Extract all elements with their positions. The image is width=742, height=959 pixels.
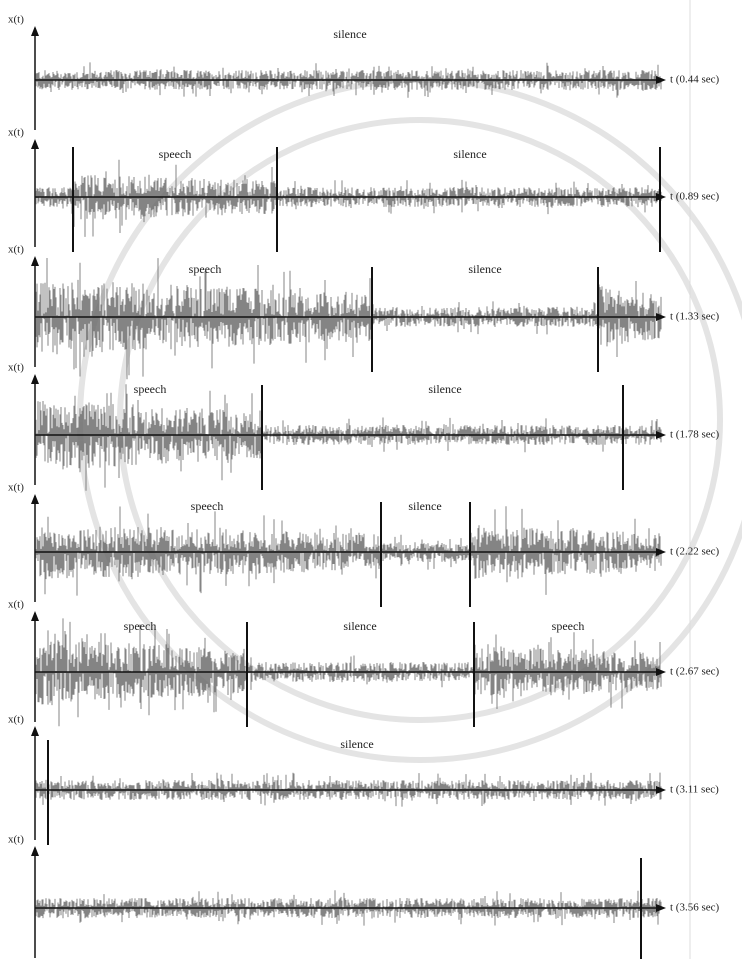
y-axis-label: x(t): [8, 127, 24, 139]
segment-label: silence: [333, 27, 366, 41]
waveform: [36, 384, 661, 491]
time-label: t (3.56 sec): [670, 902, 720, 914]
waveform-panel: x(t) t (2.67 sec) speech silence speech: [8, 599, 720, 727]
time-label: t (2.22 sec): [670, 546, 720, 558]
segment-label: silence: [453, 147, 486, 161]
segment-label: speech: [552, 619, 585, 633]
y-axis-label: x(t): [8, 714, 24, 726]
time-label: t (0.89 sec): [670, 191, 720, 203]
waveform-panel: x(t) t (0.89 sec) speech silence: [8, 127, 720, 252]
y-axis-label: x(t): [8, 482, 24, 494]
waveform: [36, 506, 661, 595]
segment-label: silence: [343, 619, 376, 633]
y-axis-arrow: [31, 139, 39, 149]
segment-label: silence: [468, 262, 501, 276]
y-axis-label: x(t): [8, 834, 24, 846]
waveform-panel: x(t) t (0.44 sec) silence: [8, 14, 720, 130]
y-axis-label: x(t): [8, 14, 24, 26]
page: x(t) t (0.44 sec) silence x(t) t (0.89 sec) s…: [0, 0, 742, 959]
segment-label: speech: [191, 499, 224, 513]
time-label: t (1.78 sec): [670, 429, 720, 441]
y-axis-arrow: [31, 846, 39, 856]
segment-label: silence: [408, 499, 441, 513]
y-axis-arrow: [31, 494, 39, 504]
y-axis-arrow: [31, 256, 39, 266]
waveform: [36, 258, 661, 379]
time-label: t (3.11 sec): [670, 784, 719, 796]
segment-label: speech: [189, 262, 222, 276]
segment-label: speech: [124, 619, 157, 633]
segment-label: silence: [428, 382, 461, 396]
y-axis-arrow: [31, 611, 39, 621]
y-axis-arrow: [31, 374, 39, 384]
y-axis-arrow: [31, 726, 39, 736]
segment-label: silence: [340, 737, 373, 751]
waveform-panel: x(t) t (3.56 sec): [8, 834, 720, 959]
segment-label: speech: [159, 147, 192, 161]
y-axis-label: x(t): [8, 599, 24, 611]
time-label: t (2.67 sec): [670, 666, 720, 678]
waveform-panel: x(t) t (1.78 sec) speech silence: [8, 362, 720, 491]
y-axis-label: x(t): [8, 362, 24, 374]
y-axis-arrow: [31, 26, 39, 36]
waveform: [36, 160, 661, 239]
waveform-panel: x(t) t (3.11 sec) silence: [8, 714, 719, 845]
waveform-panel: x(t) t (2.22 sec) speech silence: [8, 482, 720, 607]
y-axis-label: x(t): [8, 244, 24, 256]
time-label: t (0.44 sec): [670, 74, 720, 86]
time-label: t (1.33 sec): [670, 311, 720, 323]
segment-label: speech: [134, 382, 167, 396]
